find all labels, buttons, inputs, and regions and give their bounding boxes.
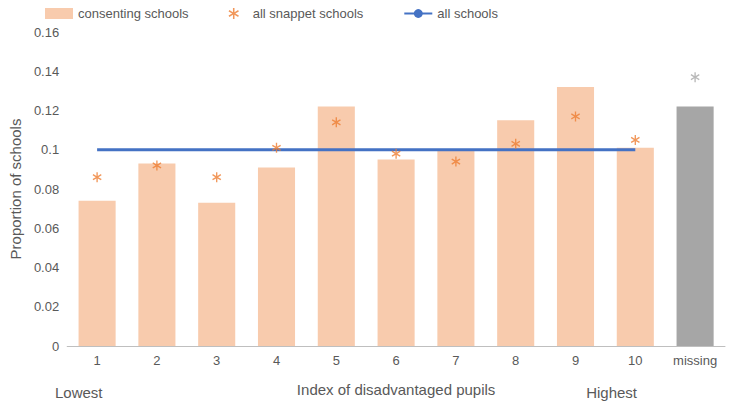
svg-text:consenting schools: consenting schools bbox=[78, 6, 189, 21]
svg-text:6: 6 bbox=[392, 353, 399, 368]
svg-text:1: 1 bbox=[93, 353, 100, 368]
svg-text:2: 2 bbox=[153, 353, 160, 368]
svg-text:0.04: 0.04 bbox=[34, 260, 59, 275]
svg-text:Highest: Highest bbox=[586, 384, 638, 401]
svg-text:8: 8 bbox=[512, 353, 519, 368]
svg-text:all snappet schools: all snappet schools bbox=[253, 6, 364, 21]
svg-text:0.16: 0.16 bbox=[34, 25, 59, 40]
svg-text:10: 10 bbox=[628, 353, 642, 368]
svg-text:Lowest: Lowest bbox=[55, 384, 103, 401]
svg-text:0.1: 0.1 bbox=[41, 142, 59, 157]
svg-text:0.14: 0.14 bbox=[34, 64, 59, 79]
svg-text:0.12: 0.12 bbox=[34, 103, 59, 118]
svg-text:Index of disadvantaged pupils: Index of disadvantaged pupils bbox=[297, 381, 495, 398]
svg-text:0.06: 0.06 bbox=[34, 221, 59, 236]
svg-text:0.02: 0.02 bbox=[34, 299, 59, 314]
svg-text:Proportion of schools: Proportion of schools bbox=[7, 119, 24, 260]
svg-text:all schools: all schools bbox=[437, 6, 498, 21]
svg-text:3: 3 bbox=[213, 353, 220, 368]
svg-text:7: 7 bbox=[452, 353, 459, 368]
svg-text:9: 9 bbox=[572, 353, 579, 368]
svg-text:missing: missing bbox=[673, 353, 717, 368]
svg-text:5: 5 bbox=[333, 353, 340, 368]
svg-text:4: 4 bbox=[273, 353, 280, 368]
svg-text:0.08: 0.08 bbox=[34, 182, 59, 197]
svg-text:0: 0 bbox=[52, 339, 59, 354]
